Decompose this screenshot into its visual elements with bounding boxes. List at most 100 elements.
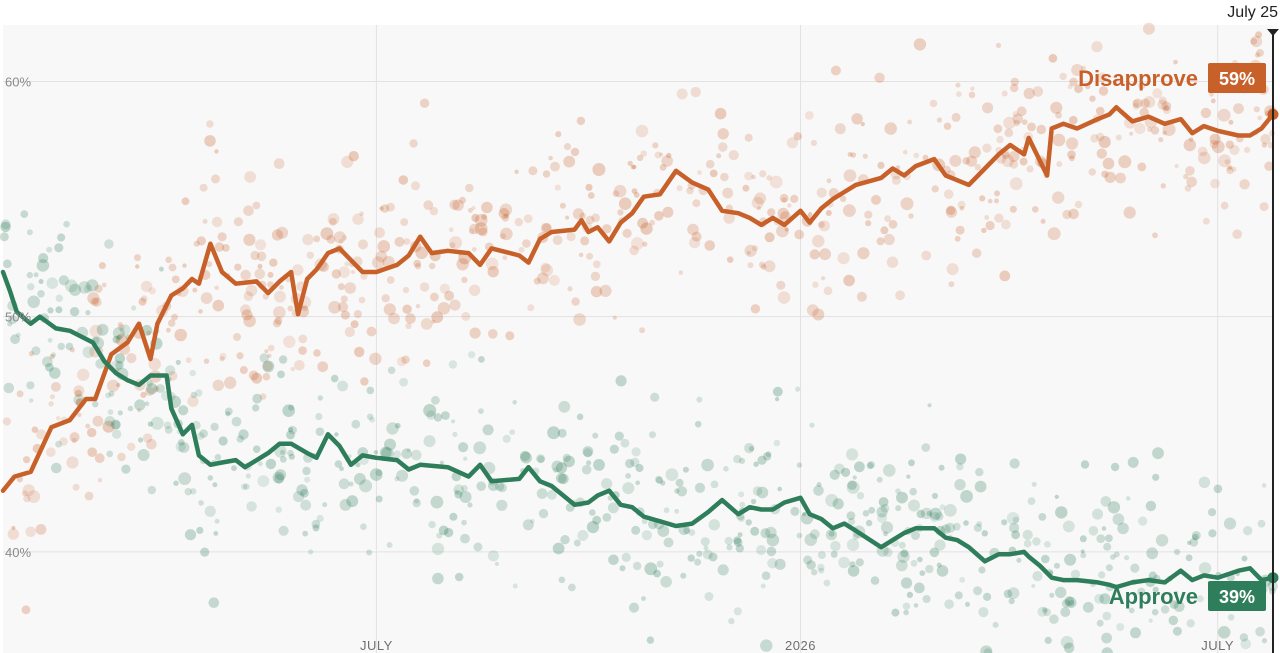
poll-dot [809,529,820,540]
poll-dot [11,525,16,530]
poll-dot [1092,508,1104,520]
poll-dot [449,242,456,249]
poll-dot [825,210,832,216]
poll-dot [1210,178,1220,189]
current-date-marker[interactable]: July 25 [1227,4,1279,653]
poll-dot [975,467,984,477]
poll-dot [581,464,592,475]
poll-dot [573,313,586,326]
poll-dot [112,429,122,439]
poll-dot [916,509,925,519]
poll-dot [1198,476,1211,488]
poll-dot [633,192,640,198]
poll-dot [866,462,874,470]
poll-dot [269,258,278,267]
poll-dot [400,218,409,227]
poll-dot [204,135,216,147]
poll-dot [1173,548,1181,556]
poll-dot [27,295,40,309]
poll-dot [571,297,580,306]
poll-dot [829,469,840,480]
poll-dot [279,285,284,290]
poll-dot [199,429,208,438]
poll-dot [449,512,458,521]
poll-dot [876,237,885,246]
poll-dot [147,421,154,427]
poll-dot [207,475,214,481]
poll-dot [306,251,314,259]
poll-dot [1068,600,1075,607]
poll-dot [554,184,561,191]
poll-dot [58,275,69,286]
poll-dot [622,228,632,238]
poll-dot [265,458,277,470]
poll-dot [1239,633,1249,642]
poll-dot [300,499,312,511]
poll-dot [1112,513,1125,526]
poll-dot [614,431,624,441]
poll-dot [586,460,592,466]
poll-dot [406,448,411,453]
poll-dot [602,513,612,522]
poll-dot [348,481,354,487]
poll-dot [1069,77,1078,87]
poll-dot [650,392,660,402]
poll-dot [592,260,601,269]
poll-dot [1151,608,1159,616]
poll-dot [1007,587,1020,599]
poll-dot [415,303,421,309]
poll-dot [549,274,560,286]
poll-dot [909,487,917,496]
poll-dot [762,452,772,461]
poll-dot [449,299,461,311]
poll-dot [563,455,575,468]
poll-dot [294,360,305,371]
poll-dot [1173,601,1185,612]
poll-dot [1055,586,1067,599]
poll-dot [1091,41,1103,53]
poll-dot [1232,229,1242,239]
poll-dot [550,161,560,172]
poll-dot [900,577,913,589]
poll-dot [1049,592,1055,598]
poll-dot [682,466,689,473]
poll-dot [652,142,659,149]
poll-dot [657,525,670,537]
poll-dot [478,227,488,237]
poll-dot [1063,642,1075,653]
poll-dot [84,284,93,293]
poll-dot [1170,600,1179,609]
poll-dot [913,152,920,159]
poll-dot [1009,205,1017,213]
poll-dot [1259,202,1269,212]
poll-dot [1031,481,1037,487]
poll-dot [823,579,831,587]
poll-dot [31,346,41,356]
poll-dot [777,207,789,220]
poll-dot [839,195,847,202]
poll-dot [864,210,873,219]
poll-dot [984,215,990,220]
disapprove-series-label: Disapprove [1078,66,1198,91]
poll-dot [1069,115,1078,125]
poll-dot [409,139,418,148]
poll-dot [876,506,888,518]
poll-dot [355,462,361,468]
poll-dot [747,262,754,269]
poll-dot [945,206,958,218]
poll-dot [911,531,920,540]
poll-dot [1060,635,1074,649]
poll-dot [566,231,576,242]
poll-dot [784,227,789,232]
poll-dot [735,544,744,553]
poll-dot [1261,142,1268,148]
poll-dot [202,218,208,224]
poll-dot [127,405,134,412]
poll-dot [809,249,820,260]
poll-dot [1217,626,1231,639]
poll-dot [499,203,513,217]
poll-dot [1105,534,1113,543]
poll-dot [846,480,860,494]
poll-dot [1060,607,1071,618]
poll-dot [750,498,757,505]
